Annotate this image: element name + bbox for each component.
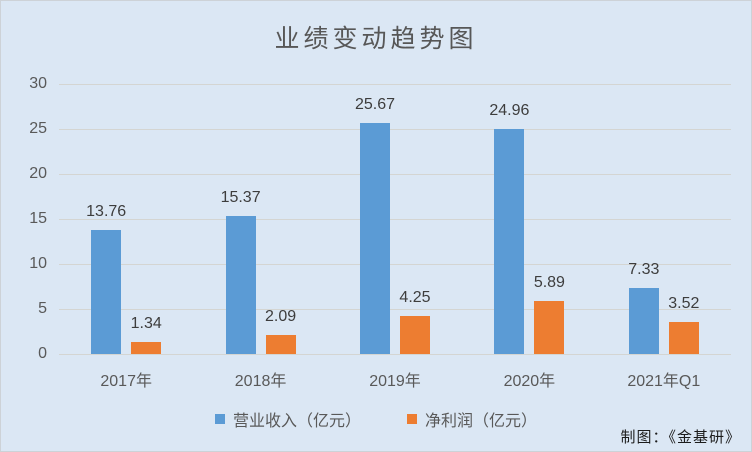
bar-revenue xyxy=(225,215,256,354)
gridline xyxy=(59,129,731,130)
gridline xyxy=(59,84,731,85)
bar-profit xyxy=(400,315,430,354)
y-axis-tick: 15 xyxy=(29,210,47,227)
bar-value-label: 2.09 xyxy=(265,308,297,326)
legend-label: 营业收入（亿元） xyxy=(232,413,361,430)
bar-value-label: 3.52 xyxy=(668,295,700,313)
bar-profit xyxy=(131,341,162,354)
x-axis-label: 2018年 xyxy=(234,373,287,390)
bar-value-label: 25.67 xyxy=(354,95,396,113)
y-axis-tick: 10 xyxy=(29,255,47,272)
gridline xyxy=(59,219,731,220)
bar-profit xyxy=(265,335,296,354)
y-axis-tick: 30 xyxy=(29,75,47,92)
credit-text: 制图：《金基研》 xyxy=(620,429,741,446)
bar-revenue xyxy=(91,230,122,354)
bar-profit xyxy=(668,322,699,354)
bar-value-label: 5.89 xyxy=(533,273,565,291)
legend-swatch-revenue-icon xyxy=(214,414,225,424)
bar-profit xyxy=(534,300,565,354)
x-axis-label: 2021年Q1 xyxy=(627,373,701,390)
legend-swatch-profit-icon xyxy=(407,414,417,424)
legend-item: 净利润（亿元） xyxy=(407,407,537,431)
y-axis-tick: 5 xyxy=(38,300,47,317)
legend: 营业收入（亿元） 净利润（亿元） xyxy=(1,407,751,431)
gridline xyxy=(59,354,731,355)
legend-item: 营业收入（亿元） xyxy=(214,407,361,431)
bar-revenue xyxy=(628,288,659,354)
gridline xyxy=(59,264,731,265)
bar-value-label: 13.76 xyxy=(86,203,127,221)
legend-label: 净利润（亿元） xyxy=(425,413,538,430)
bar-value-label: 15.37 xyxy=(220,188,261,206)
x-axis-label: 2019年 xyxy=(369,373,421,390)
y-axis-tick: 25 xyxy=(29,120,47,137)
y-axis-tick: 0 xyxy=(38,345,47,362)
y-axis-tick: 20 xyxy=(29,165,47,182)
gridline xyxy=(59,309,731,310)
bar-value-label: 24.96 xyxy=(489,102,530,120)
x-axis-label: 2020年 xyxy=(503,373,556,390)
bar-revenue xyxy=(360,122,390,354)
bar-value-label: 4.25 xyxy=(399,288,431,306)
x-axis-label: 2017年 xyxy=(100,373,152,390)
bar-revenue xyxy=(494,129,525,354)
gridline xyxy=(59,174,731,175)
bar-value-label: 7.33 xyxy=(628,261,660,279)
bar-value-label: 1.34 xyxy=(130,314,162,332)
chart-title: 业绩变动趋势图 xyxy=(274,25,478,53)
